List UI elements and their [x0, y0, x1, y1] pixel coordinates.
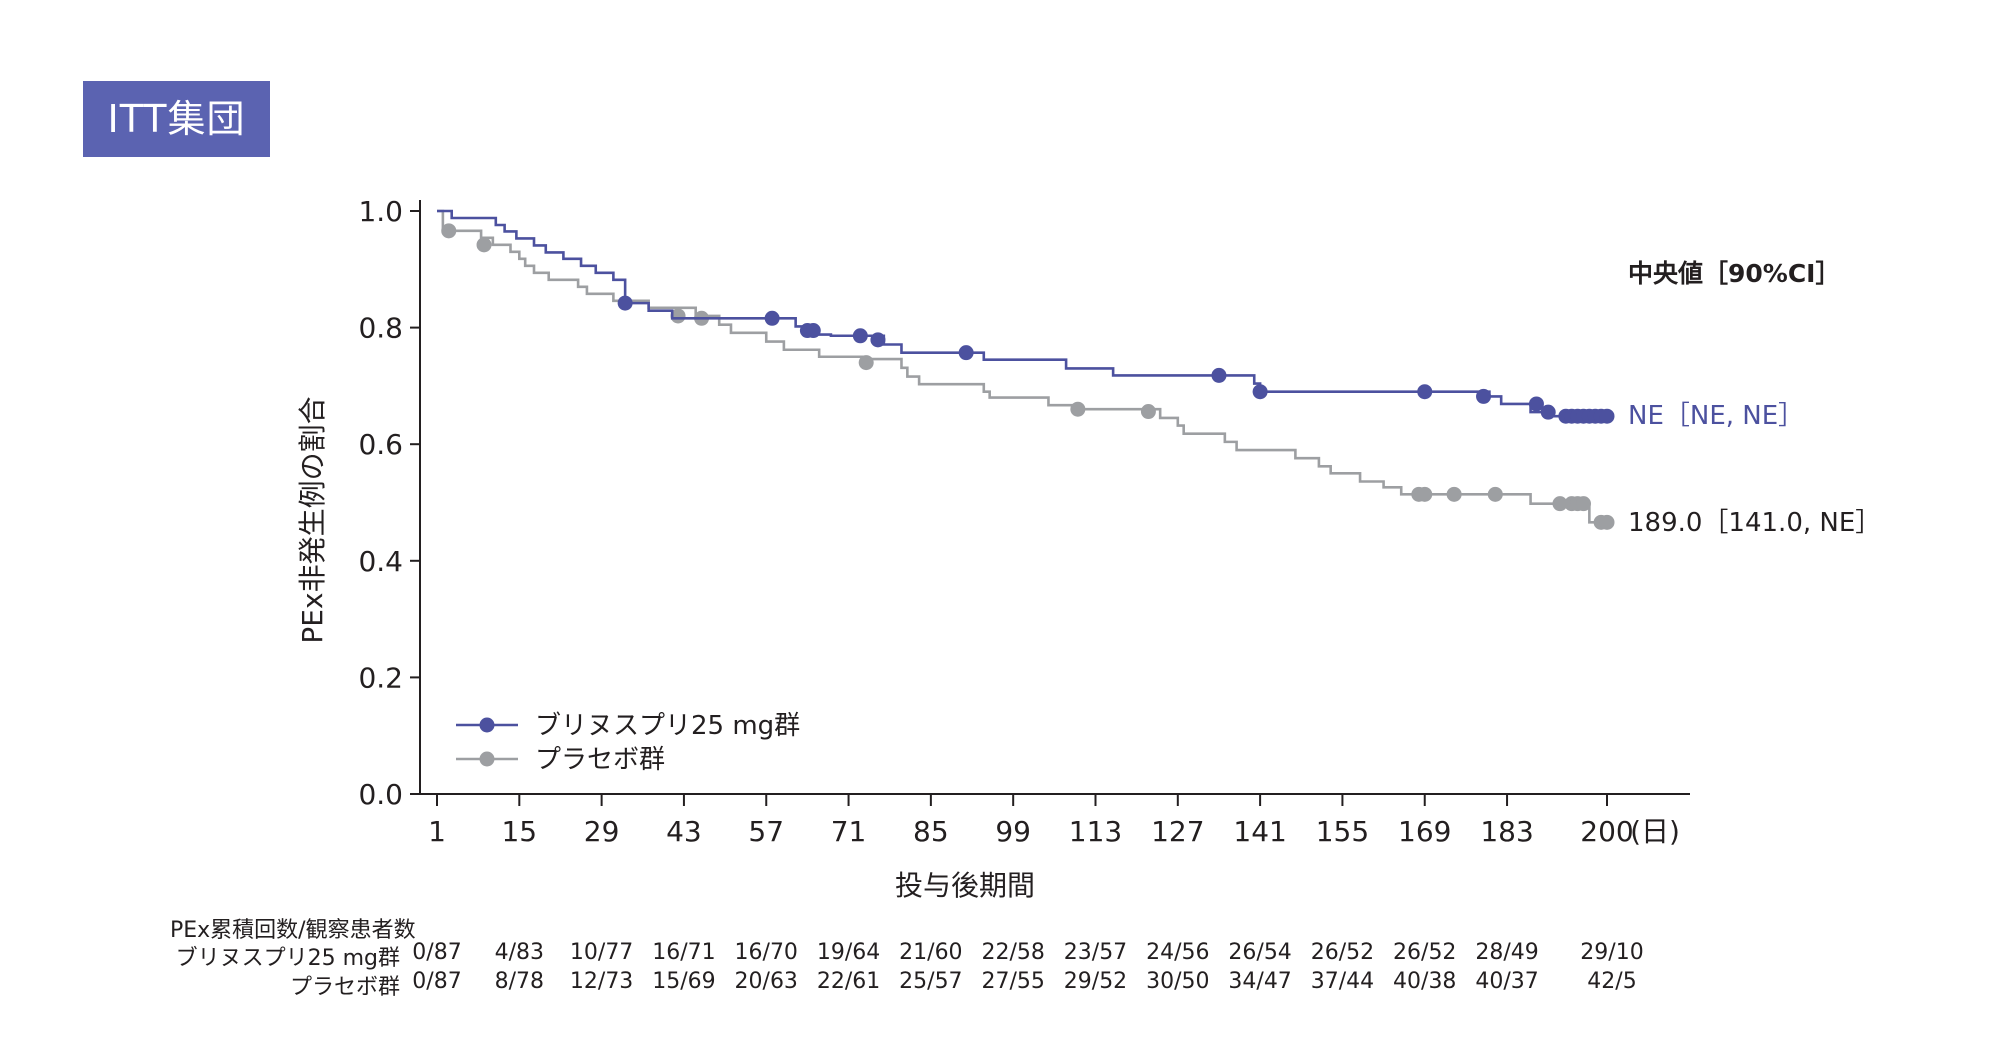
legend-marker-drug [479, 717, 495, 733]
censor-mark-placebo [1070, 401, 1086, 417]
censor-mark-drug [1540, 404, 1556, 420]
censor-mark-placebo [1575, 496, 1591, 512]
median-header: 中央値［90%CI］ [1628, 259, 1841, 288]
median-label-placebo: 189.0［141.0, NE］ [1628, 508, 1881, 538]
km-curve-drug [437, 209, 1607, 418]
censor-mark-placebo [476, 237, 492, 253]
legend-marker-placebo [479, 751, 495, 767]
x-tick-label: 71 [831, 815, 867, 848]
y-tick-label: 0.2 [358, 661, 403, 694]
censor-mark-placebo [1599, 514, 1615, 530]
legend-label-drug: ブリヌスプリ25 mg群 [535, 711, 800, 741]
censor-mark-placebo [670, 308, 686, 324]
censor-mark-drug [1599, 408, 1615, 424]
x-tick-label: 85 [913, 815, 949, 848]
median-label-drug: NE［NE, NE］ [1628, 401, 1804, 431]
x-axis-title: 投与後期間 [895, 869, 1035, 902]
censor-mark-drug [764, 310, 780, 326]
x-tick-label: 169 [1398, 815, 1451, 848]
censor-mark-placebo [858, 355, 874, 371]
censor-mark-drug [805, 323, 821, 339]
x-tick-label: 1 [428, 815, 446, 848]
censor-mark-drug [1252, 384, 1268, 400]
x-tick-label: 183 [1480, 815, 1533, 848]
y-tick-label: 1.0 [358, 195, 403, 228]
x-tick-label: 15 [501, 815, 537, 848]
y-tick-label: 0.0 [358, 778, 403, 811]
y-tick-label: 0.8 [358, 312, 403, 345]
x-tick-label: 99 [995, 815, 1031, 848]
x-tick-label: 57 [748, 815, 784, 848]
censor-mark-drug [852, 328, 868, 344]
censor-mark-drug [870, 332, 886, 348]
legend-label-placebo: プラセボ群 [535, 745, 665, 775]
censor-mark-drug [1528, 396, 1544, 412]
censor-mark-placebo [1140, 404, 1156, 420]
censor-mark-placebo [1552, 496, 1568, 512]
y-tick-label: 0.6 [358, 428, 403, 461]
x-tick-label: 141 [1233, 815, 1286, 848]
censor-mark-drug [958, 345, 974, 361]
censor-mark-drug [617, 295, 633, 311]
censor-mark-drug [1211, 367, 1227, 383]
censor-mark-placebo [1487, 486, 1503, 502]
censor-mark-placebo [1417, 486, 1433, 502]
y-axis-title: PEx非発生例の割合 [296, 396, 329, 643]
population-badge: ITT集団 [83, 81, 270, 157]
km-curve-placebo [437, 209, 1607, 524]
censor-mark-placebo [441, 223, 457, 239]
y-tick-label: 0.4 [358, 545, 403, 578]
x-tick-label: 155 [1316, 815, 1369, 848]
x-tick-label: 200 [1580, 815, 1633, 848]
x-tick-label: 43 [666, 815, 702, 848]
x-tick-label: 29 [584, 815, 620, 848]
x-unit-label: (日) [1630, 815, 1680, 848]
censor-mark-placebo [1446, 486, 1462, 502]
x-tick-label: 113 [1069, 815, 1122, 848]
censor-mark-drug [1476, 388, 1492, 404]
censor-mark-drug [1417, 384, 1433, 400]
x-tick-label: 127 [1151, 815, 1204, 848]
